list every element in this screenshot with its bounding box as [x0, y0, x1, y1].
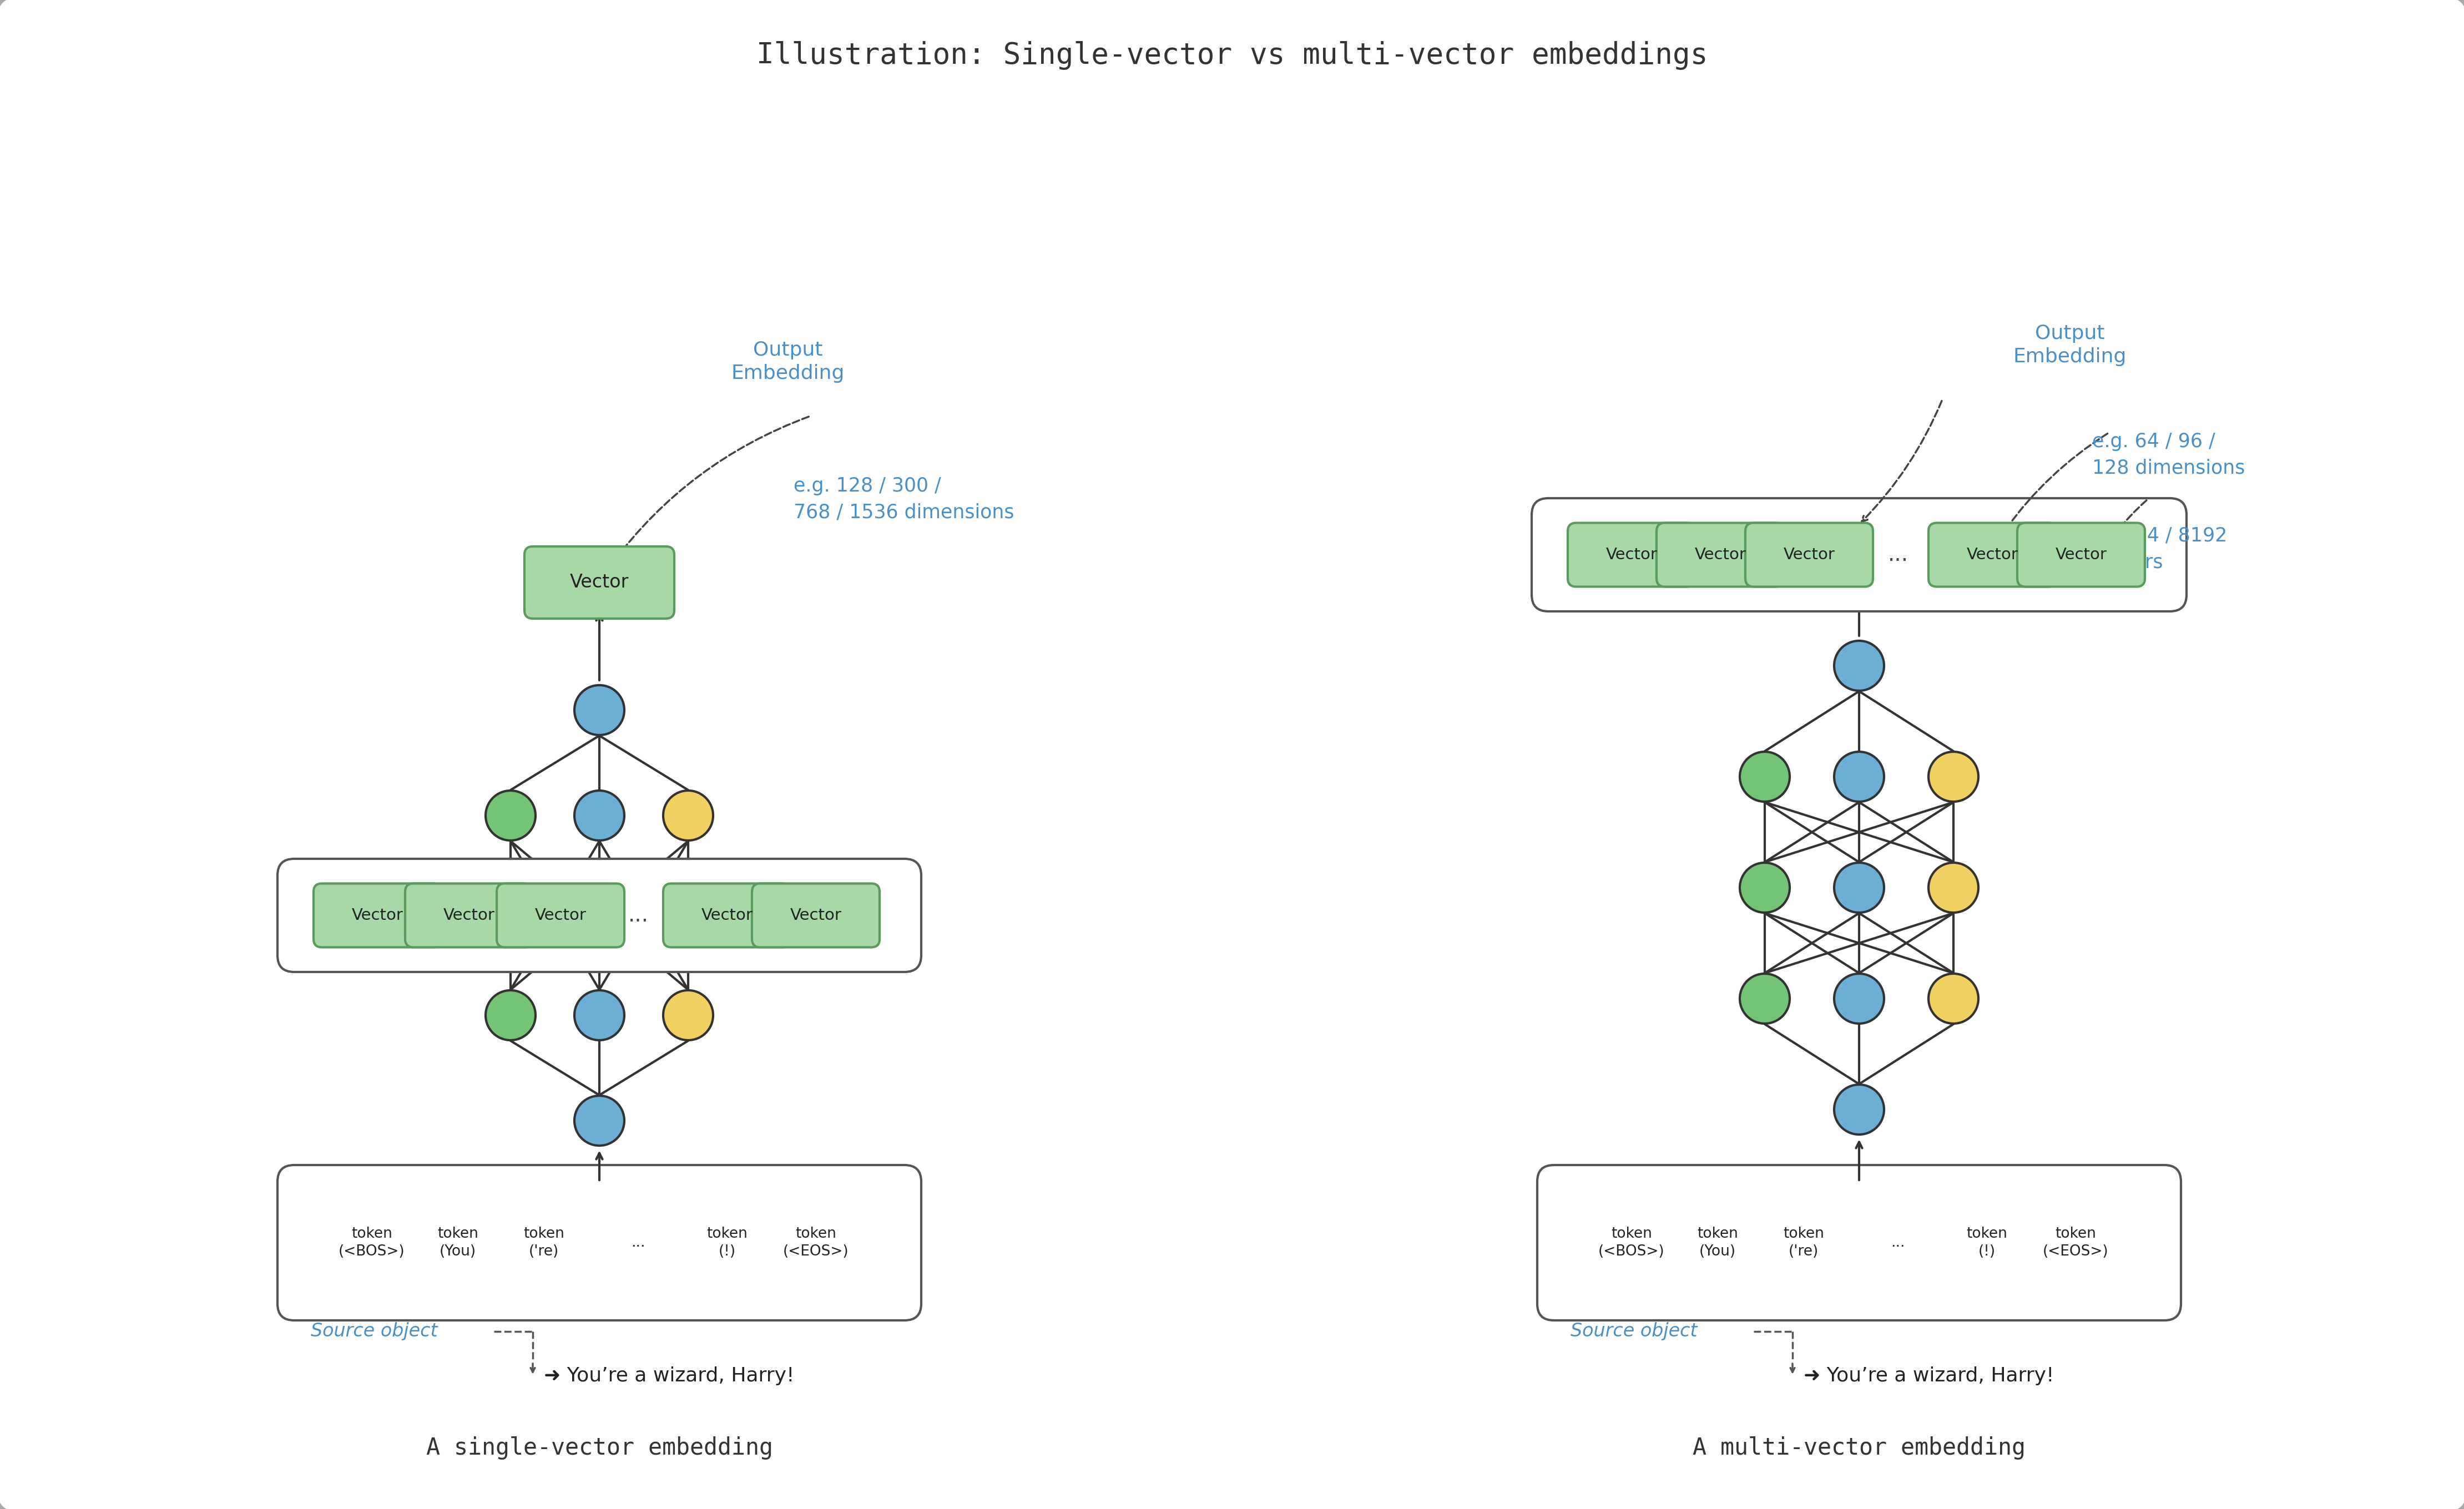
Circle shape — [545, 895, 586, 937]
Circle shape — [1740, 973, 1789, 1023]
Text: Vector: Vector — [352, 907, 404, 924]
Text: Vector: Vector — [535, 907, 586, 924]
Circle shape — [663, 990, 712, 1040]
Circle shape — [1833, 973, 1885, 1023]
Text: token
('re): token ('re) — [522, 1227, 564, 1259]
FancyBboxPatch shape — [1745, 524, 1873, 587]
Text: Vector: Vector — [1695, 548, 1747, 563]
FancyBboxPatch shape — [1656, 524, 1784, 587]
Text: token
(You): token (You) — [436, 1227, 478, 1259]
FancyBboxPatch shape — [2018, 524, 2144, 587]
Circle shape — [1833, 1085, 1885, 1135]
Text: ➜ You’re a wizard, Harry!: ➜ You’re a wizard, Harry! — [1804, 1367, 2055, 1385]
Text: Output
Embedding: Output Embedding — [2013, 324, 2126, 367]
Text: token
(<EOS>): token (<EOS>) — [784, 1227, 848, 1259]
Text: e.g. 64 / 8192
vectors: e.g. 64 / 8192 vectors — [2092, 527, 2227, 572]
Circle shape — [574, 685, 623, 735]
FancyBboxPatch shape — [278, 859, 922, 972]
Text: Vector: Vector — [1784, 548, 1836, 563]
Text: ...: ... — [1890, 1236, 1905, 1249]
FancyBboxPatch shape — [1567, 524, 1695, 587]
Text: e.g. 128 / 300 /
768 / 1536 dimensions: e.g. 128 / 300 / 768 / 1536 dimensions — [793, 477, 1015, 522]
FancyBboxPatch shape — [278, 1165, 922, 1320]
Circle shape — [660, 895, 705, 937]
Circle shape — [1929, 863, 1979, 913]
FancyBboxPatch shape — [404, 883, 532, 948]
FancyBboxPatch shape — [752, 883, 880, 948]
Text: Source object: Source object — [310, 1322, 439, 1340]
Circle shape — [1833, 751, 1885, 801]
Text: ...: ... — [631, 1236, 646, 1249]
Circle shape — [574, 1096, 623, 1145]
Circle shape — [485, 791, 535, 841]
Text: token
(<EOS>): token (<EOS>) — [2043, 1227, 2109, 1259]
Circle shape — [606, 895, 648, 937]
Circle shape — [574, 990, 623, 1040]
Text: Vector: Vector — [569, 573, 628, 592]
Text: e.g. 64 / 96 /
128 dimensions: e.g. 64 / 96 / 128 dimensions — [2092, 432, 2245, 477]
FancyBboxPatch shape — [1533, 498, 2186, 611]
Circle shape — [574, 791, 623, 841]
FancyBboxPatch shape — [525, 546, 675, 619]
Text: A single-vector embedding: A single-vector embedding — [426, 1437, 774, 1459]
FancyBboxPatch shape — [1929, 524, 2055, 587]
Circle shape — [1833, 641, 1885, 691]
FancyBboxPatch shape — [313, 883, 441, 948]
Circle shape — [1929, 751, 1979, 801]
Text: Vector: Vector — [444, 907, 495, 924]
Text: token
('re): token ('re) — [1784, 1227, 1823, 1259]
Text: token
(!): token (!) — [707, 1227, 747, 1259]
Circle shape — [1929, 973, 1979, 1023]
FancyBboxPatch shape — [498, 883, 623, 948]
Text: ...: ... — [628, 905, 648, 927]
Text: token
(You): token (You) — [1698, 1227, 1737, 1259]
FancyBboxPatch shape — [663, 883, 791, 948]
Text: Illustration: Single-vector vs multi-vector embeddings: Illustration: Single-vector vs multi-vec… — [756, 41, 1708, 69]
Text: ...: ... — [1887, 545, 1907, 566]
Text: Vector: Vector — [1966, 548, 2018, 563]
Text: Source object: Source object — [1570, 1322, 1698, 1340]
Text: Vector: Vector — [1607, 548, 1658, 563]
Text: Vector: Vector — [791, 907, 843, 924]
Text: Output
Embedding: Output Embedding — [732, 341, 845, 383]
Text: A multi-vector embedding: A multi-vector embedding — [1693, 1437, 2025, 1459]
Text: token
(!): token (!) — [1966, 1227, 2008, 1259]
FancyBboxPatch shape — [1538, 1165, 2181, 1320]
Text: token
(<BOS>): token (<BOS>) — [1599, 1227, 1666, 1259]
Text: ➜ You’re a wizard, Harry!: ➜ You’re a wizard, Harry! — [545, 1367, 793, 1385]
Circle shape — [1740, 863, 1789, 913]
Text: Vector: Vector — [702, 907, 754, 924]
Text: Vector: Vector — [2055, 548, 2107, 563]
Circle shape — [663, 791, 712, 841]
Circle shape — [485, 990, 535, 1040]
Circle shape — [1833, 863, 1885, 913]
Text: token
(<BOS>): token (<BOS>) — [338, 1227, 404, 1259]
Circle shape — [1740, 751, 1789, 801]
